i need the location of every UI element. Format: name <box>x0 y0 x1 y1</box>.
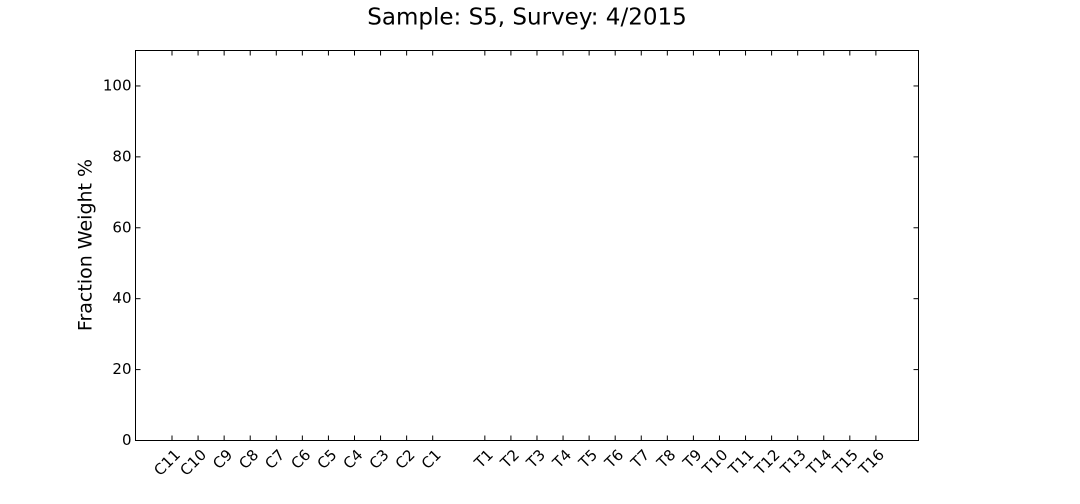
plot-frame <box>135 50 919 441</box>
y-tick-label: 100 <box>103 76 132 94</box>
y-tick-label: 0 <box>122 431 132 449</box>
y-tick-label: 60 <box>112 218 131 236</box>
chart-title: Sample: S5, Survey: 4/2015 <box>367 5 686 31</box>
y-tick-label: 80 <box>112 147 131 165</box>
y-axis-label: Fraction Weight % <box>75 159 97 331</box>
y-tick-label: 40 <box>112 289 131 307</box>
y-tick-label: 20 <box>112 360 131 378</box>
